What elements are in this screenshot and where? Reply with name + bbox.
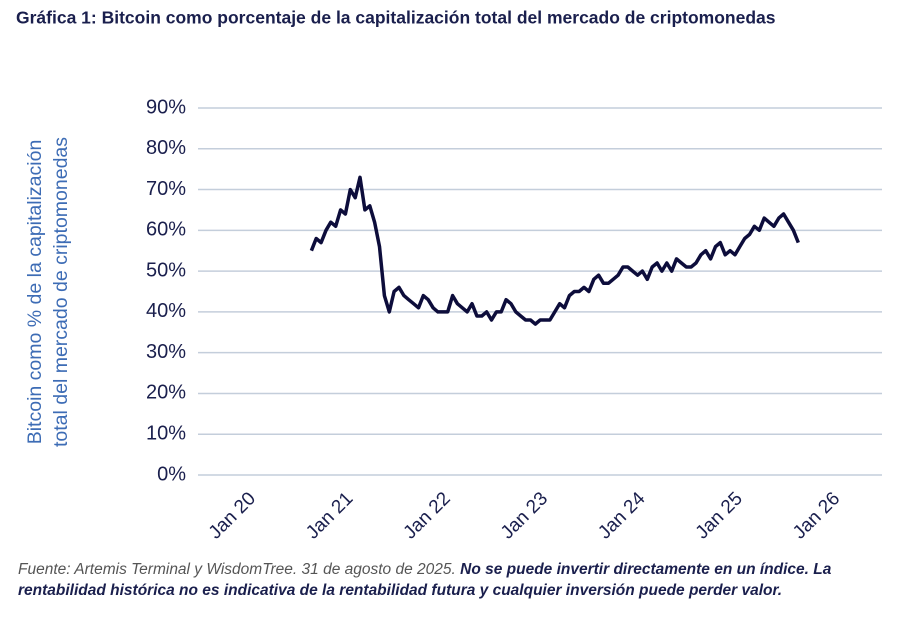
x-tick-label: Jan 25	[692, 488, 747, 543]
y-tick-label: 10%	[146, 423, 186, 445]
chart: Gráfica 1: Bitcoin como porcentaje de la…	[16, 8, 882, 543]
source-text: Fuente: Artemis Terminal y WisdomTree. 3…	[18, 561, 456, 578]
x-tick-label: Jan 21	[302, 488, 357, 543]
y-tick-label: 70%	[146, 178, 186, 200]
y-tick-label: 30%	[146, 341, 186, 363]
x-tick-label: Jan 22	[400, 488, 455, 543]
y-tick-label: 20%	[146, 382, 186, 404]
y-axis-label: Bitcoin como % de la capitalización tota…	[24, 137, 72, 447]
x-tick-label: Jan 24	[594, 488, 649, 543]
x-tick-label: Jan 26	[789, 488, 844, 543]
disclaimer: No se puede invertir directamente en un …	[18, 561, 832, 599]
source-note: Fuente: Artemis Terminal y WisdomTree. 3…	[18, 559, 898, 601]
y-axis-label-line: total del mercado de criptomonedas	[50, 137, 72, 447]
y-axis-label-line: Bitcoin como % de la capitalización	[24, 140, 46, 445]
y-tick-label: 60%	[146, 219, 186, 241]
data-line	[309, 175, 800, 326]
y-tick-label: 40%	[146, 300, 186, 322]
y-tick-label: 50%	[146, 259, 186, 281]
y-tick-label: 90%	[146, 96, 186, 118]
x-tick-label: Jan 20	[205, 488, 260, 543]
y-tick-label: 0%	[157, 463, 186, 485]
y-tick-label: 80%	[146, 137, 186, 159]
chart-title: Gráfica 1: Bitcoin como porcentaje de la…	[16, 8, 776, 28]
x-tick-label: Jan 23	[497, 488, 552, 543]
